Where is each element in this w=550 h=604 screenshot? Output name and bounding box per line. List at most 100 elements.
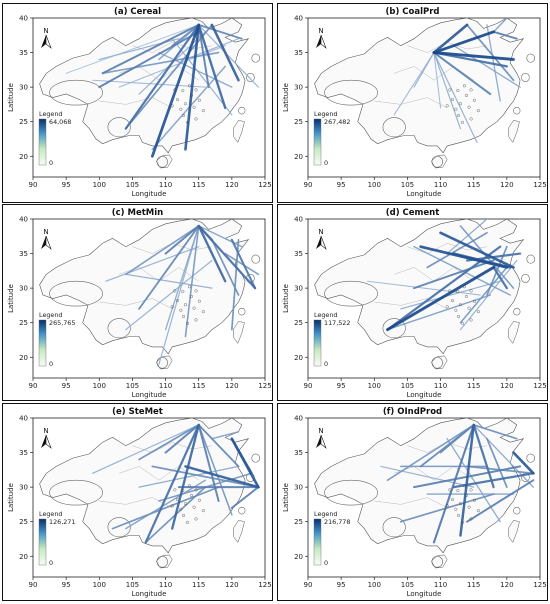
region-ellipse	[251, 254, 260, 264]
flow-line	[386, 424, 475, 482]
north-arrow-icon: N	[41, 27, 52, 49]
flow-line	[230, 486, 260, 509]
panel-title: (f) OIndProd	[383, 407, 442, 417]
legend-max-label: 267,482	[324, 118, 350, 126]
node-marker	[469, 517, 473, 521]
x-tick-label: 90	[29, 181, 38, 189]
flow-line	[164, 224, 200, 255]
y-tick-label: 25	[19, 518, 28, 526]
legend-min-label: 0	[324, 559, 328, 567]
panel-title: (e) SteMet	[112, 407, 163, 417]
legend-colorbar	[313, 319, 322, 367]
y-tick-label: 40	[294, 216, 303, 224]
node-marker	[192, 306, 196, 310]
node-marker	[448, 88, 452, 92]
legend-title: Legend	[314, 311, 337, 319]
panel-d-cement: (d) Cement 90 95 100 105 110 115 120 125 20 25 30 35…	[277, 204, 548, 401]
node-marker	[462, 285, 466, 289]
x-tick-label: 120	[225, 181, 238, 189]
x-tick-label: 100	[368, 382, 381, 390]
x-axis-label: Longitude	[407, 190, 442, 198]
flow-line	[466, 479, 535, 523]
svg-text:N: N	[318, 27, 323, 35]
region-ellipse	[49, 479, 103, 506]
legend-min-label: 0	[49, 559, 53, 567]
flow-line	[101, 23, 200, 75]
flow-line	[151, 465, 260, 488]
region-ellipse	[238, 506, 246, 515]
flow-line	[184, 465, 260, 489]
node-marker	[181, 314, 185, 318]
x-tick-label: 110	[159, 382, 172, 390]
y-axis-label: Latitude	[7, 284, 15, 313]
flow-line	[400, 280, 501, 310]
x-tick-label: 95	[337, 181, 346, 189]
region-ellipse	[156, 155, 168, 168]
flow-line	[432, 30, 496, 55]
y-tick-label: 25	[294, 518, 303, 526]
x-tick-label: 125	[258, 382, 271, 390]
flow-line	[433, 51, 462, 130]
node-marker	[189, 493, 193, 497]
y-tick-label: 30	[19, 484, 28, 492]
flow-line	[446, 219, 488, 255]
node-marker	[183, 303, 187, 307]
flow-line	[432, 51, 492, 96]
x-axis-label: Longitude	[132, 190, 167, 198]
y-tick-label: 40	[19, 216, 28, 224]
x-tick-label: 105	[126, 581, 139, 589]
y-tick-label: 25	[19, 118, 28, 126]
x-tick-label: 90	[304, 382, 313, 390]
y-tick-label: 20	[294, 153, 303, 161]
x-tick-label: 120	[225, 581, 238, 589]
x-tick-label: 115	[192, 181, 205, 189]
region-ellipse	[382, 517, 406, 538]
node-marker	[472, 98, 476, 102]
node-marker	[456, 290, 460, 294]
x-tick-label: 100	[368, 181, 381, 189]
x-axis-label: Longitude	[132, 590, 167, 598]
node-marker	[464, 294, 468, 298]
y-tick-label: 20	[294, 354, 303, 362]
flow-line	[453, 44, 521, 88]
node-marker	[460, 321, 464, 325]
node-marker	[201, 310, 205, 314]
node-marker	[469, 88, 473, 92]
flow-line	[472, 424, 518, 440]
flow-line	[197, 23, 227, 110]
node-marker	[170, 504, 174, 508]
y-axis-label: Latitude	[7, 483, 15, 512]
node-marker	[179, 308, 183, 312]
legend-title: Legend	[314, 510, 337, 518]
flow-line	[171, 24, 200, 47]
flow-line	[512, 451, 535, 475]
legend-colorbar	[38, 518, 47, 566]
node-marker	[187, 484, 191, 488]
flow-line	[125, 225, 200, 276]
legend-colorbar	[38, 319, 47, 367]
flow-line	[197, 23, 210, 89]
x-tick-label: 115	[467, 181, 480, 189]
region-ellipse	[107, 517, 131, 538]
node-marker	[445, 305, 449, 309]
node-marker	[469, 488, 473, 492]
flow-line	[198, 24, 259, 88]
flow-line	[230, 437, 260, 489]
region-ellipse	[251, 453, 260, 463]
flow-line	[65, 24, 200, 74]
node-marker	[476, 310, 480, 314]
node-marker	[183, 102, 187, 106]
node-marker	[179, 107, 183, 111]
panel-f-oindprod: (f) OIndProd 90 95 100 105 110 115 120 125 20 25 30…	[277, 403, 548, 601]
node-marker	[451, 98, 455, 102]
flow-line	[230, 238, 257, 290]
panel-c-metmin: (c) MetMin 90 95 100 105 110 115 120 125 20 25 30 35…	[2, 204, 273, 401]
map-d: (d) Cement 90 95 100 105 110 115 120 125 20 25 30 35…	[282, 208, 547, 399]
region-ellipse	[513, 307, 521, 316]
node-marker	[181, 89, 185, 93]
flow-line	[197, 423, 220, 502]
flow-line	[138, 465, 240, 488]
svg-text:N: N	[43, 27, 48, 35]
node-marker	[458, 102, 462, 106]
flow-line	[413, 51, 435, 88]
